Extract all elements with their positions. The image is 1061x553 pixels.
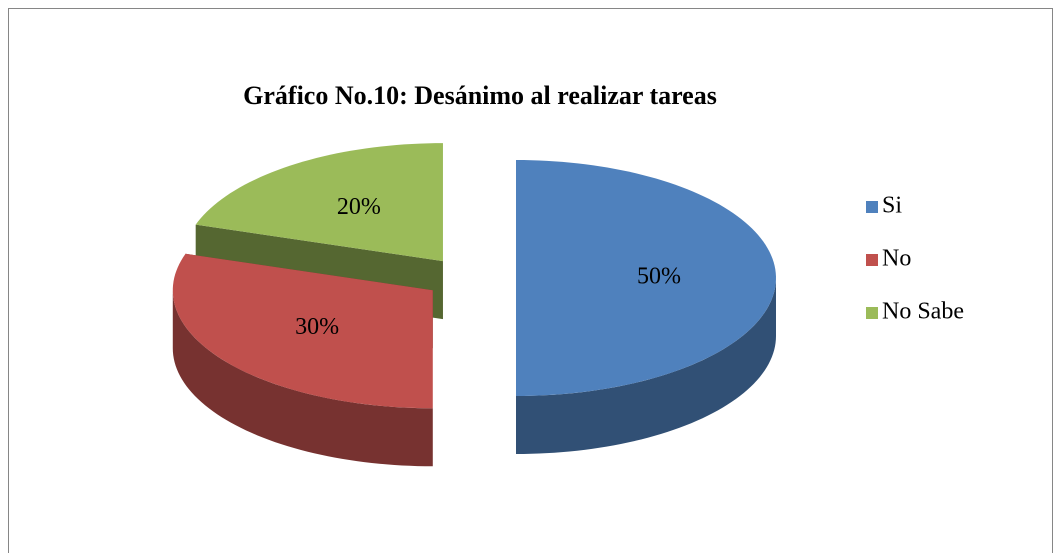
data-label: 50% xyxy=(637,264,681,290)
pie: 20% 50% 30% xyxy=(172,143,776,467)
slice-top xyxy=(195,143,443,262)
slice-top xyxy=(516,160,776,396)
slice-wall xyxy=(172,290,433,467)
slice-wall xyxy=(516,278,776,454)
legend-label: No xyxy=(882,246,911,272)
slice: 30% xyxy=(172,253,433,467)
legend-label: No Sabe xyxy=(882,299,964,325)
slice-top xyxy=(172,253,433,409)
legend-swatch xyxy=(866,307,878,319)
chart-title: Gráfico No.10: Desánimo al realizar tare… xyxy=(243,81,717,110)
legend: Si No No Sabe xyxy=(866,193,964,325)
legend-swatch xyxy=(866,254,878,266)
data-label: 30% xyxy=(295,314,339,340)
legend-label: Si xyxy=(882,193,902,219)
data-label: 20% xyxy=(337,194,381,220)
slice: 50% xyxy=(516,160,776,454)
legend-swatch xyxy=(866,201,878,213)
